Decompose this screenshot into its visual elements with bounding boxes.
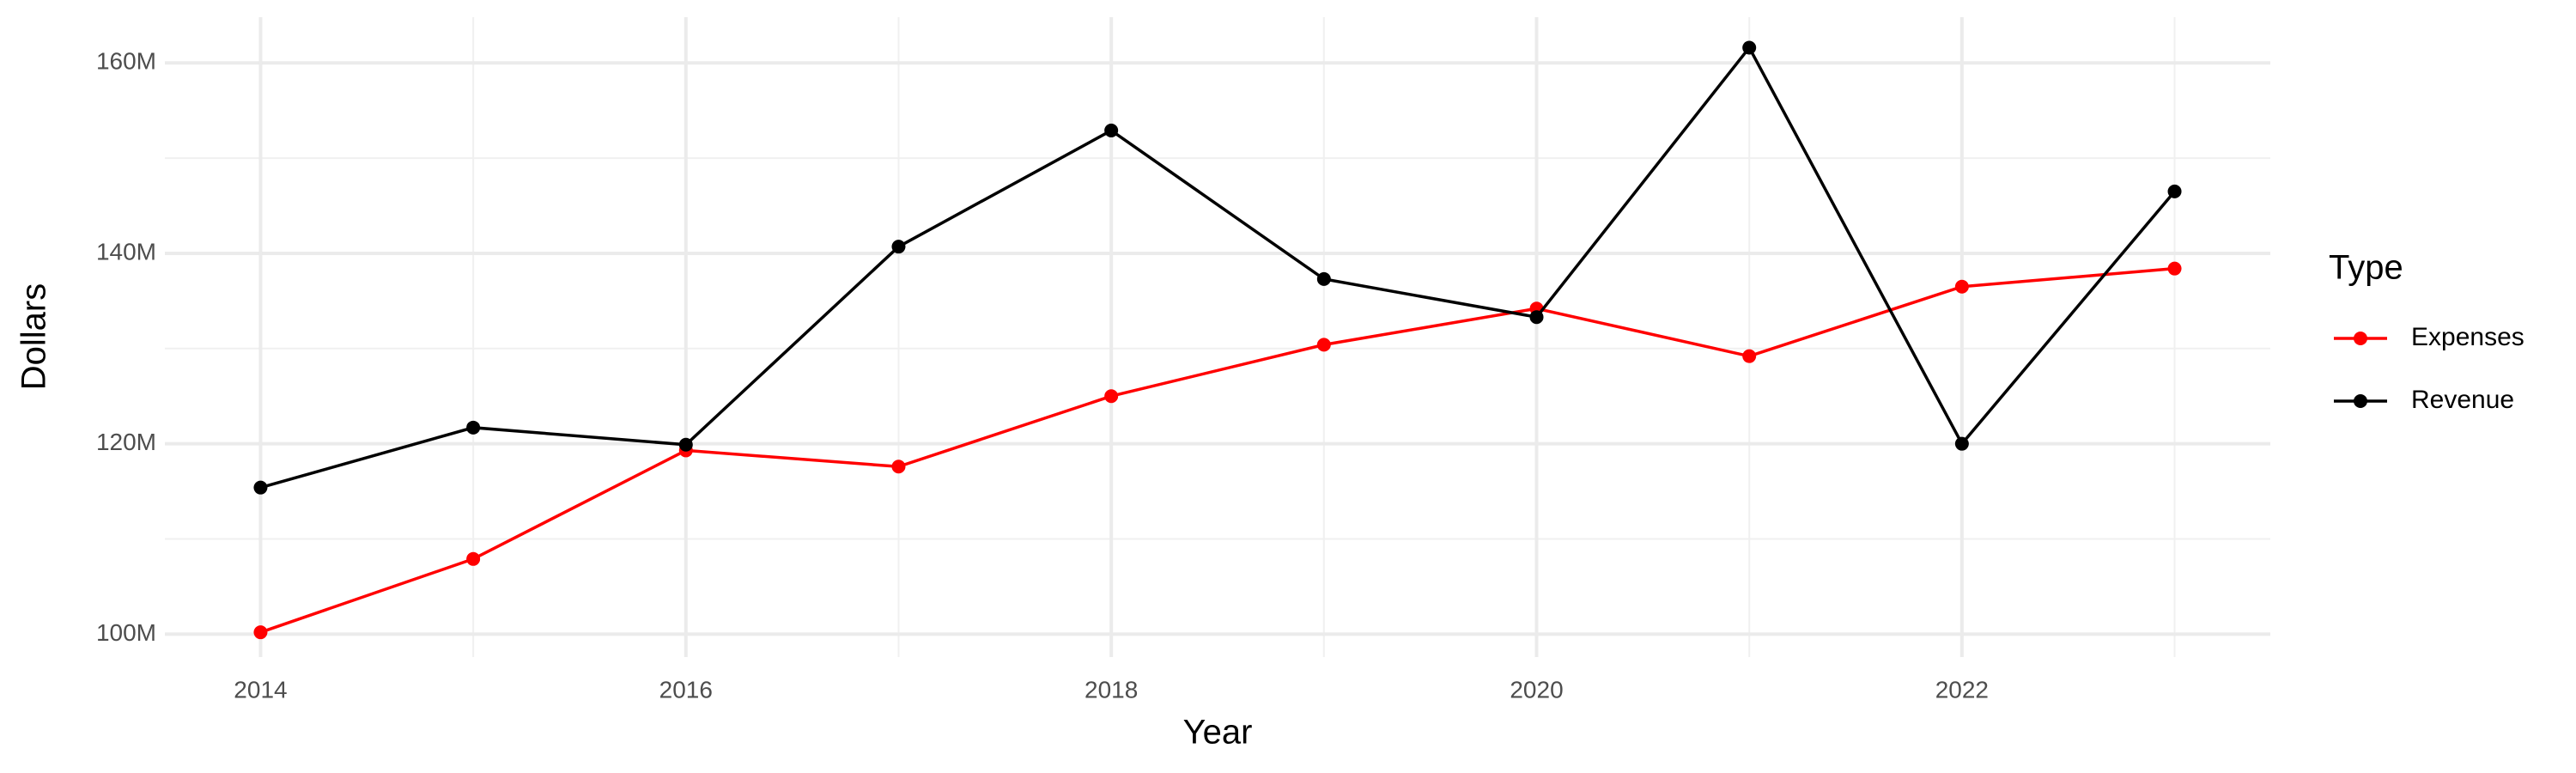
- data-point: [1954, 436, 1969, 451]
- data-point: [891, 460, 906, 474]
- x-axis-title: Year: [1183, 714, 1253, 752]
- data-point: [678, 437, 693, 452]
- data-point: [1104, 389, 1119, 404]
- legend-key-point: [2354, 394, 2367, 408]
- legend-title: Type: [2329, 249, 2403, 287]
- series-line: [259, 45, 2176, 490]
- x-tick-label: 2016: [659, 676, 713, 703]
- data-point: [1316, 271, 1331, 286]
- data-point: [1104, 123, 1119, 137]
- data-point: [1316, 338, 1331, 352]
- data-point: [2167, 184, 2182, 198]
- data-point: [1742, 40, 1757, 55]
- data-point: [466, 420, 481, 435]
- legend-key-point: [2354, 332, 2367, 345]
- y-tick-label: 140M: [96, 238, 156, 265]
- data-point: [891, 240, 906, 254]
- x-tick-label: 2018: [1084, 676, 1138, 703]
- data-point: [466, 551, 481, 566]
- legend-label: Expenses: [2411, 323, 2524, 351]
- y-tick-label: 120M: [96, 429, 156, 455]
- legend-label: Revenue: [2411, 386, 2514, 414]
- data-point: [253, 625, 268, 640]
- data-point: [1954, 279, 1969, 294]
- data-point: [253, 480, 268, 495]
- y-axis-title: Dollars: [15, 283, 53, 390]
- data-point: [1529, 310, 1544, 325]
- data-point: [2167, 261, 2182, 276]
- y-tick-label: 100M: [96, 619, 156, 646]
- series-line: [259, 266, 2175, 634]
- x-tick-label: 2020: [1510, 676, 1563, 703]
- y-tick-label: 160M: [96, 48, 156, 75]
- data-point: [1742, 349, 1757, 363]
- x-tick-label: 2022: [1935, 676, 1989, 703]
- x-tick-label: 2014: [234, 676, 287, 703]
